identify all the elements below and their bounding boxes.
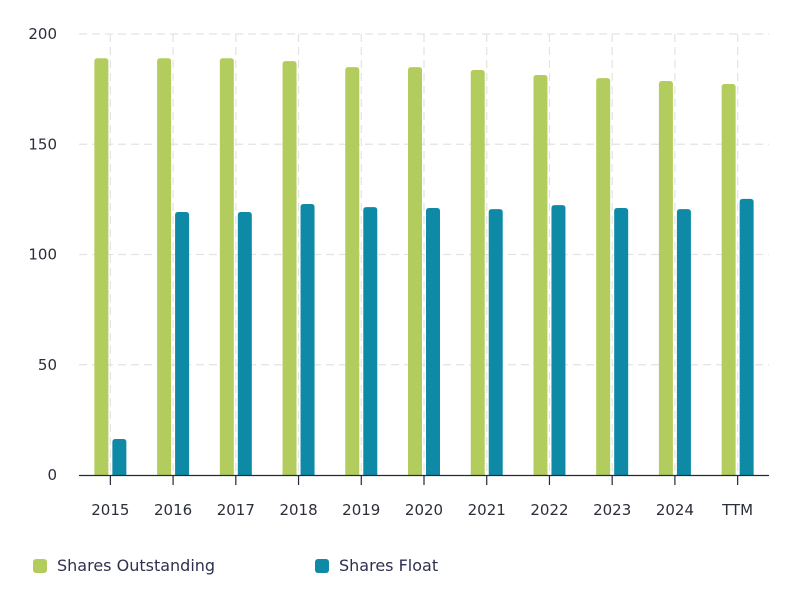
bar-shares-outstanding-2023 <box>596 78 611 475</box>
x-tick-label-2023: 2023 <box>593 501 631 519</box>
legend: Shares Outstanding Shares Float <box>0 556 801 582</box>
y-tick-label-200: 200 <box>28 25 57 43</box>
bar-shares-outstanding-2016 <box>157 58 172 475</box>
bar-shares-float-2022 <box>551 205 566 475</box>
x-tick-label-2018: 2018 <box>279 501 317 519</box>
bar-shares-float-TTM <box>739 198 754 475</box>
x-tick-label-2021: 2021 <box>468 501 506 519</box>
grid-lines <box>79 33 769 475</box>
bar-shares-outstanding-2022 <box>533 75 548 475</box>
bar-shares-outstanding-2024 <box>658 80 673 476</box>
y-tick-label-150: 150 <box>28 135 57 153</box>
bar-shares-float-2023 <box>614 207 629 476</box>
x-tick-label-2017: 2017 <box>217 501 255 519</box>
legend-swatch-shares-outstanding <box>33 558 47 573</box>
y-axis-ticks: 0 50 100 150 200 <box>28 25 57 484</box>
bar-shares-outstanding-TTM <box>721 84 736 475</box>
bar-shares-float-2017 <box>237 211 252 476</box>
legend-label: Shares Outstanding <box>57 556 216 575</box>
x-tick-label-2020: 2020 <box>405 501 443 519</box>
bar-shares-float-2024 <box>676 209 691 475</box>
legend-item-shares-outstanding[interactable]: Shares Outstanding <box>33 556 215 575</box>
x-axis-ticks: 2015 2016 2017 2018 2019 2020 2021 2022 2023 2024… <box>91 501 753 519</box>
x-tick-label-2024: 2024 <box>656 501 694 519</box>
bar-shares-outstanding-2017 <box>219 58 234 475</box>
bar-shares-float-2021 <box>488 209 503 475</box>
bar-shares-float-2016 <box>175 211 190 476</box>
bar-shares-outstanding-2015 <box>94 58 109 475</box>
bar-shares-float-2019 <box>363 207 378 475</box>
x-tick-label-2022: 2022 <box>530 501 568 519</box>
legend-item-shares-float[interactable]: Shares Float <box>315 556 438 575</box>
bar-shares-outstanding-2019 <box>345 67 360 475</box>
legend-label: Shares Float <box>339 556 439 575</box>
y-tick-label-0: 0 <box>47 466 57 484</box>
y-tick-label-50: 50 <box>38 356 57 374</box>
bars-group <box>94 58 754 476</box>
bar-shares-float-2020 <box>426 207 440 476</box>
bar-shares-outstanding-2021 <box>470 69 485 475</box>
x-tick-label-2019: 2019 <box>342 501 380 519</box>
legend-swatch-shares-float <box>315 558 329 573</box>
bar-shares-outstanding-2018 <box>282 61 297 476</box>
x-tick-label-TTM: TTM <box>721 501 753 519</box>
x-axis <box>79 474 769 485</box>
bar-shares-outstanding-2020 <box>408 67 422 475</box>
y-tick-label-100: 100 <box>28 246 57 264</box>
shares-bar-chart: 0 50 100 150 200 2015 2016 2017 2018 2019 2020 202… <box>28 25 769 519</box>
x-tick-label-2015: 2015 <box>91 501 129 519</box>
bar-shares-float-2018 <box>300 204 315 475</box>
x-tick-label-2016: 2016 <box>154 501 192 519</box>
bar-shares-float-2015 <box>112 439 127 475</box>
